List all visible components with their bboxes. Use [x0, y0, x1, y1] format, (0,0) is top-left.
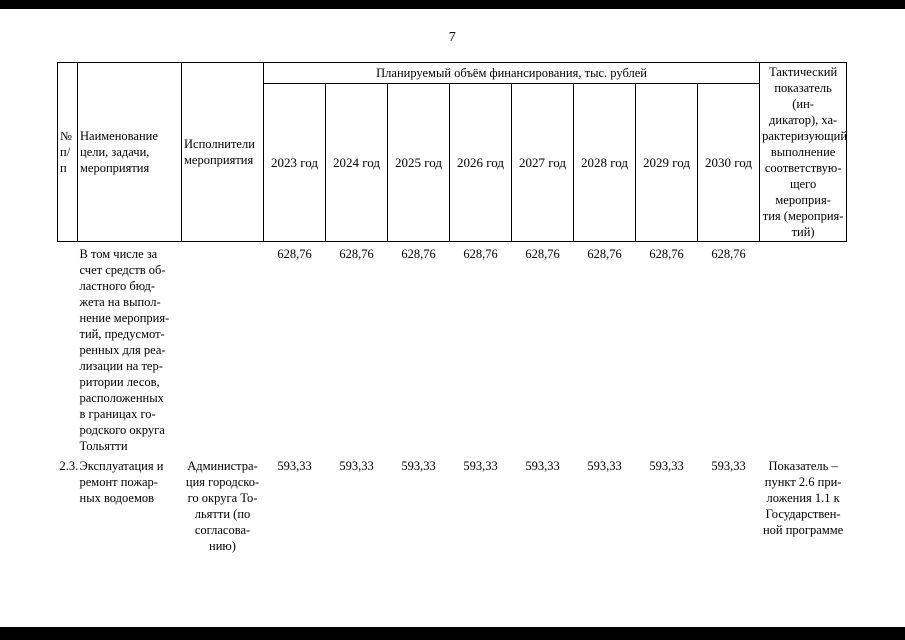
row-num: 2.3.: [59, 459, 79, 473]
header-year: 2025 год: [387, 83, 450, 242]
row-value: 593,33: [649, 459, 684, 473]
header-year: 2026 год: [449, 83, 512, 242]
header-year: 2023 год: [263, 83, 326, 242]
scan-edge-bottom: [0, 627, 905, 640]
row-indicator: Показатель – пункт 2.6 при- ложения 1.1 …: [762, 459, 844, 537]
financing-table: № п/п Наименование цели, задачи, меропри…: [57, 61, 848, 555]
row-executor: [182, 242, 264, 455]
row-value: 593,33: [401, 459, 436, 473]
row-value: 593,33: [277, 459, 312, 473]
row-value: 628,76: [463, 247, 498, 261]
row-value: 628,76: [277, 247, 312, 261]
table-row: В том числе за счет средств об- ластного…: [58, 242, 847, 455]
table-body: В том числе за счет средств об- ластного…: [58, 242, 847, 555]
row-name: Эксплуатация и ремонт пожар- ных водоемо…: [79, 459, 164, 505]
row-value: 628,76: [711, 247, 746, 261]
header-name: Наименование цели, задачи, мероприятия: [77, 62, 182, 242]
table-row: 2.3. Эксплуатация и ремонт пожар- ных во…: [58, 454, 847, 554]
row-value: 628,76: [587, 247, 622, 261]
header-year: 2027 год: [511, 83, 574, 242]
header-financing: Планируемый объём финансирования, тыс. р…: [262, 61, 761, 85]
row-num: [58, 242, 78, 455]
row-value: 593,33: [711, 459, 746, 473]
row-value: 628,76: [339, 247, 374, 261]
row-value: 593,33: [587, 459, 622, 473]
row-value: 628,76: [401, 247, 436, 261]
scan-edge-top: [0, 0, 905, 9]
header-num: № п/п: [57, 62, 78, 242]
row-executor: Администра- ция городско- го округа То- …: [185, 459, 260, 553]
header-executor: Исполнители мероприятия: [181, 62, 264, 242]
row-value: 593,33: [463, 459, 498, 473]
row-value: 593,33: [339, 459, 374, 473]
header-indicator: Тактический показатель (ин- дикатор), ха…: [759, 62, 848, 242]
row-indicator: [760, 242, 847, 455]
row-value: 593,33: [525, 459, 560, 473]
row-value: 628,76: [525, 247, 560, 261]
table-header: № п/п Наименование цели, задачи, меропри…: [57, 61, 848, 242]
row-value: 628,76: [649, 247, 684, 261]
page-number: 7: [448, 30, 457, 45]
header-year: 2024 год: [325, 83, 388, 242]
row-name: В том числе за счет средств об- ластного…: [79, 247, 170, 453]
header-year: 2030 год: [696, 83, 761, 242]
header-year: 2028 год: [573, 83, 636, 242]
header-year: 2029 год: [635, 83, 698, 242]
